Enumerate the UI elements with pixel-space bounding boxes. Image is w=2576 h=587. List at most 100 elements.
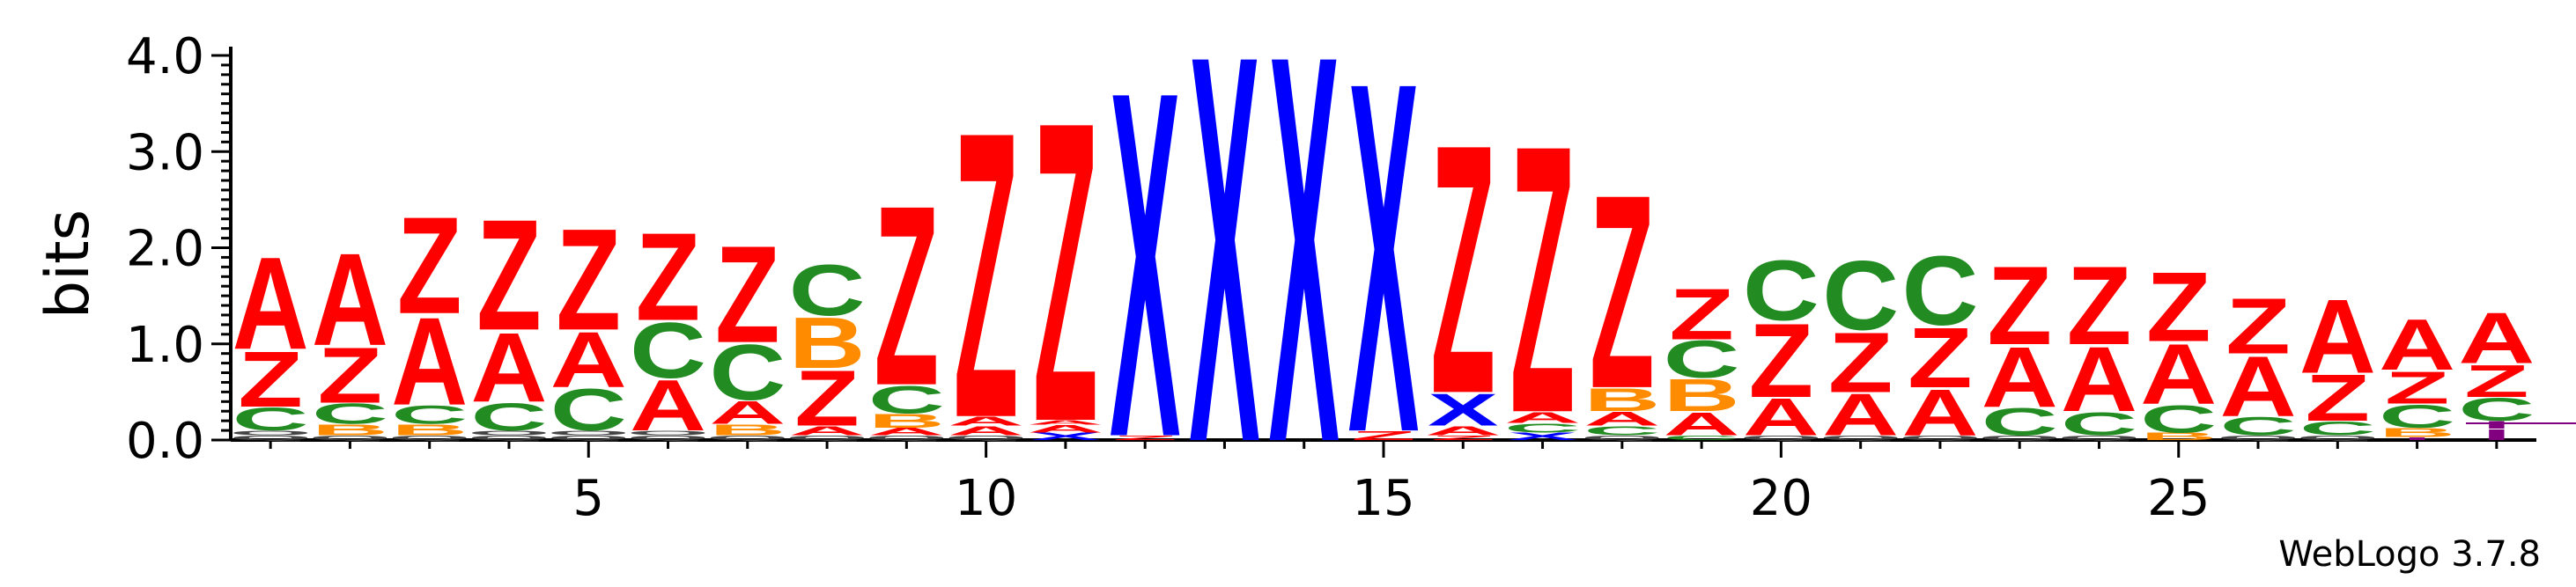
y-tick-label: 3.0 (126, 124, 204, 181)
logo-letter-b: B (868, 410, 945, 432)
logo-letter-z: Z (1112, 434, 1177, 441)
logo-letter-a: A (789, 423, 866, 438)
logo-letter-a: A (2220, 340, 2297, 435)
weblogo-credit: WebLogo 3.7.8 (2278, 534, 2541, 575)
logo-letter-q: Q (1819, 434, 1902, 441)
logo-letter-z: Z (556, 198, 621, 361)
x-tick-label: 20 (1750, 470, 1812, 527)
logo-letter-z: Z (238, 335, 303, 424)
logo-letter-q: Q (229, 434, 312, 441)
logo-letter-z: Z (636, 207, 701, 347)
logo-letter-a: A (2299, 278, 2376, 396)
logo-letter-z: Z (1510, 67, 1576, 493)
logo-letter-o: O (627, 429, 710, 437)
logo-letter-c: C (1664, 434, 1740, 441)
logo-letter-c: C (2061, 406, 2137, 443)
logo-letter-x: X (1507, 430, 1577, 442)
logo-letter-q: Q (388, 434, 471, 441)
logo-letter-x: X (1269, 0, 1340, 557)
logo-letter-z: Z (2225, 282, 2291, 371)
logo-letter-o: O (229, 429, 312, 437)
logo-letter-c: C (470, 395, 547, 439)
logo-letter-a: A (2140, 327, 2217, 422)
logo-letter-i: I (2482, 426, 2511, 444)
logo-letter-q: Q (2217, 434, 2299, 441)
logo-letter-o: O (468, 429, 550, 437)
logo-letter-q: Q (1978, 434, 2061, 441)
logo-letter-x: X (1189, 0, 1260, 557)
logo-letter-z: Z (1669, 274, 1734, 355)
x-tick-label: 10 (955, 470, 1017, 527)
y-tick-label: 0.0 (126, 413, 204, 470)
logo-letter-c: C (868, 378, 945, 422)
logo-letter-q: Q (468, 434, 550, 441)
y-tick-label: 4.0 (126, 28, 204, 85)
logo-letter-c: C (391, 400, 468, 429)
logo-letter-b: B (391, 421, 468, 438)
logo-letter-z: Z (1033, 33, 1098, 512)
logo-letter-q: Q (309, 434, 392, 441)
logo-letter-x: X (1110, 0, 1181, 541)
logo-letter-z: Z (2385, 362, 2450, 414)
y-axis-label: bits (33, 209, 103, 319)
logo-letter-q: Q (866, 434, 948, 441)
logo-letter-a: A (312, 225, 388, 372)
logo-letter-z: Z (1908, 311, 1973, 406)
logo-letter-b: B (1583, 381, 1660, 418)
logo-letter-c: C (1504, 421, 1581, 436)
logo-letter-a: A (948, 414, 1024, 429)
x-tick-label: 25 (2147, 470, 2210, 527)
logo-letter-c: C (1822, 240, 1899, 350)
logo-letter-c: C (233, 400, 309, 437)
logo-letter-c: C (2379, 398, 2455, 435)
logo-letter-a: A (2061, 328, 2137, 431)
logo-letter-a: A (1583, 408, 1660, 430)
logo-letter-c: C (2140, 397, 2217, 441)
logo-letter-a: A (868, 426, 945, 437)
logo-letter-z: Z (2067, 244, 2132, 369)
logo-letter-q: Q (2058, 434, 2141, 441)
logo-letter-c: C (789, 250, 866, 331)
logo-letter-q: Q (627, 434, 710, 441)
logo-letter-z: Z (2464, 355, 2529, 407)
logo-letter-z: Z (875, 153, 940, 440)
logo-letter-q: Q (706, 434, 789, 441)
y-tick-label: 1.0 (126, 317, 204, 374)
logo-letter-a: A (1504, 408, 1581, 426)
logo-letter-b: B (2379, 425, 2455, 440)
logo-letter-a: A (1027, 419, 1103, 426)
logo-letter-c: C (1664, 330, 1740, 389)
logo-letter-a: A (2458, 297, 2535, 378)
logo-letter-a: A (550, 316, 627, 405)
logo-letter-b: B (312, 421, 388, 438)
logo-letter-q: Q (1581, 434, 1664, 441)
logo-letter-q: Q (945, 434, 1028, 441)
logo-letter-b: B (789, 303, 866, 384)
logo-letter-b: B (1664, 370, 1740, 422)
logo-letter-c: C (1743, 243, 1819, 338)
logo-letter-c: C (1901, 236, 1978, 346)
logo-letter-a: A (1743, 388, 1819, 447)
logo-letter-z: Z (318, 331, 383, 420)
logo-letter-a: A (709, 393, 786, 430)
logo-letter-a: A (470, 312, 547, 422)
logo-letter-z: Z (1828, 315, 1893, 410)
logo-letter-x: X (1428, 384, 1498, 436)
logo-letter-x: X (1030, 430, 1101, 442)
logo-letter-z: Z (1431, 71, 1496, 468)
logo-letter-c: C (2299, 418, 2376, 440)
logo-letter-z: Z (1351, 429, 1416, 444)
logo-letter-a: A (1901, 376, 1978, 450)
logo-letter-z: Z (794, 354, 860, 443)
logo-letter-z: Z (715, 216, 780, 371)
logo-letter-z: Z (1749, 302, 1814, 420)
logo-letter-c: C (630, 306, 706, 395)
logo-letter-z: Z (1431, 434, 1496, 441)
logo-letter-c: C (2458, 391, 2535, 428)
logo-letter-z: Z (954, 46, 1019, 503)
logo-letter-z: Z (476, 187, 542, 363)
logo-letter-i: I (2482, 419, 2511, 430)
x-tick-label: 5 (572, 470, 604, 527)
logo-letter-a: A (391, 291, 468, 431)
